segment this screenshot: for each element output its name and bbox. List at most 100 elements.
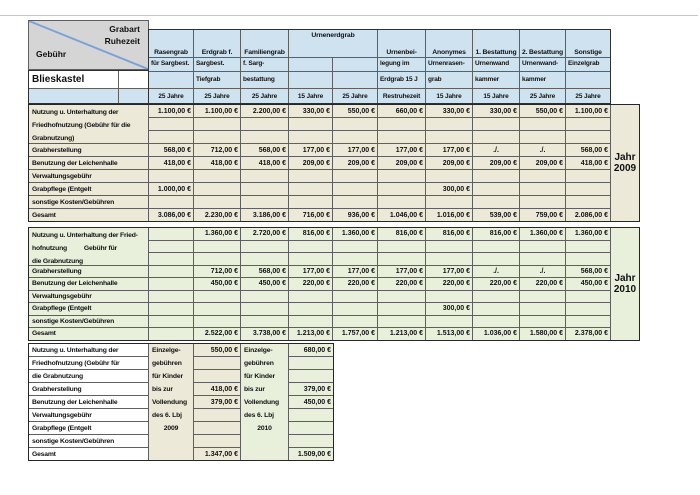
children-fee-note-line: bis zur — [244, 386, 265, 393]
fee-value-cell — [333, 118, 377, 130]
fee-value-cell: 209,00 € — [520, 157, 565, 169]
column-headers: Rasengrab Erdgrab f. Familiengrab Urnenerdg… — [148, 29, 611, 104]
fee-value-cell — [241, 183, 288, 195]
fee-value-cell: 568,00 € — [241, 144, 288, 156]
row-label-cell: Verwaltungsgebühr — [29, 409, 148, 421]
fee-value-cell — [194, 409, 240, 421]
fee-value-cell: 1.347,00 € — [194, 448, 240, 460]
row-label-line: die Grabnutzung — [32, 258, 83, 265]
children-fee-note-cell: Einzelge-gebühren für Kinder bis zur Vollen… — [149, 344, 193, 460]
column-header-subline-cell: Tiefgrab — [194, 72, 240, 88]
fee-value-cell: 379,00 € — [194, 396, 240, 408]
row-label-merged-cell: Nutzung u. Unterhaltung der Fried-hofnut… — [29, 228, 148, 265]
rest-period-cell: 25 Jahre — [241, 89, 288, 103]
city-name-cell: Blieskastel — [29, 71, 118, 88]
fee-value-cell: 1.036,00 € — [473, 328, 519, 340]
row-label-cell: sonstige Kosten/Gebühren — [29, 315, 148, 327]
children-fee-note-line: 2010 — [257, 425, 272, 432]
row-label-merged-cell: Nutzung u. Unterhaltung der Friedhofnutzu… — [29, 105, 148, 143]
rest-period-cell: 25 Jahre — [566, 89, 610, 103]
fee-value-cell: ./. — [473, 144, 519, 156]
fee-value-cell — [566, 196, 610, 208]
fee-value-cell — [149, 118, 193, 130]
fee-value-cell: 220,00 € — [520, 278, 565, 290]
corner-label-ruhezeit: Ruhezeit — [104, 36, 140, 46]
column-header-subline-cell — [333, 72, 377, 88]
fee-value-cell: 379,00 € — [289, 383, 333, 395]
fee-value-cell: 1.100,00 € — [194, 105, 240, 117]
fee-value-cell — [149, 278, 193, 290]
fee-value-cell — [378, 303, 425, 315]
row-label-cell: sonstige Kosten/Gebühren — [29, 435, 148, 447]
year-number: 2009 — [613, 163, 637, 174]
fee-value-cell — [333, 240, 377, 252]
fee-value-cell: 680,00 € — [289, 344, 333, 356]
diagonal-line — [29, 21, 148, 69]
column-header-cell: Erdgrab f. — [194, 30, 240, 57]
fee-value-cell: 418,00 € — [149, 157, 193, 169]
fee-value-cell: 450,00 € — [194, 278, 240, 290]
fee-value-cell: 816,00 € — [289, 228, 332, 240]
children-fee-note-line: gebühren — [152, 360, 182, 367]
fee-value-cell — [378, 170, 425, 182]
fee-value-cell: 418,00 € — [194, 383, 240, 395]
fee-value-cell — [289, 196, 332, 208]
fee-value-cell — [149, 290, 193, 302]
children-fee-note-cell: Einzelge-gebühren für Kinder bis zur Vollen… — [241, 344, 288, 460]
fee-value-cell — [194, 240, 240, 252]
children-fee-note-line: Einzelge- — [152, 347, 181, 354]
row-label-cell: Grabherstellung — [29, 265, 148, 277]
fee-value-cell — [566, 131, 610, 143]
fee-value-cell: 177,00 € — [289, 265, 332, 277]
fee-value-cell — [289, 422, 333, 434]
fee-value-cell — [333, 315, 377, 327]
fee-value-cell: 2.200,00 € — [241, 105, 288, 117]
fee-value-cell: 550,00 € — [194, 344, 240, 356]
fee-value-cell — [426, 240, 472, 252]
fee-value-cell: 450,00 € — [241, 278, 288, 290]
children-fee-note-line: für Kinder — [152, 373, 183, 380]
fee-value-cell — [194, 370, 240, 382]
fee-value-cell — [149, 328, 193, 340]
row-label-cell: Gesamt — [29, 209, 148, 221]
fee-value-cell — [289, 253, 332, 265]
rest-period-cell: 15 Jahre — [426, 89, 472, 103]
fee-value-cell: 1.213,00 € — [289, 328, 332, 340]
fee-value-cell — [194, 357, 240, 369]
fee-value-cell: 177,00 € — [426, 265, 472, 277]
scan-edge-line — [0, 15, 698, 16]
column-header-subline-cell: Urnenrasen- — [426, 58, 472, 71]
fee-value-cell — [473, 253, 519, 265]
fee-value-cell: 209,00 € — [473, 157, 519, 169]
fee-value-cell: 1.046,00 € — [378, 209, 425, 221]
fee-value-cell: 450,00 € — [566, 278, 610, 290]
fee-value-cell — [473, 170, 519, 182]
children-fee-note-line — [241, 435, 288, 448]
children-fee-note-line: gebühren — [244, 360, 274, 367]
fee-value-cell: 816,00 € — [378, 228, 425, 240]
fee-value-cell — [241, 240, 288, 252]
fee-value-cell: 1.757,00 € — [333, 328, 377, 340]
children-fee-note-line — [149, 448, 193, 460]
fee-value-cell — [520, 170, 565, 182]
column-header-subline-cell — [289, 58, 332, 71]
column-header-cell: Sonstige — [566, 30, 610, 57]
column-header-subline-cell: kammer — [520, 72, 565, 88]
fee-value-cell: ./. — [520, 144, 565, 156]
rest-period-cell: 15 Jahre — [289, 89, 332, 103]
corner-diagonal-cell: Grabart Ruhezeit Gebühr — [28, 20, 149, 70]
children-fee-note-line: bis zur — [152, 386, 173, 393]
fee-value-cell: 1.016,00 € — [426, 209, 472, 221]
row-label-cell: Benutzung der Leichenhalle — [29, 157, 148, 169]
fee-value-cell: 550,00 € — [333, 105, 377, 117]
fee-value-cell — [149, 315, 193, 327]
fee-value-cell — [378, 240, 425, 252]
fee-value-cell — [566, 170, 610, 182]
fee-value-cell: 209,00 € — [289, 157, 332, 169]
column-header-subline-cell: kammer — [473, 72, 519, 88]
column-header-cell: Urnenbei- — [378, 30, 425, 57]
fee-value-cell: 209,00 € — [378, 157, 425, 169]
fee-value-cell — [566, 118, 610, 130]
fee-value-cell — [520, 196, 565, 208]
fee-value-cell: 220,00 € — [289, 278, 332, 290]
